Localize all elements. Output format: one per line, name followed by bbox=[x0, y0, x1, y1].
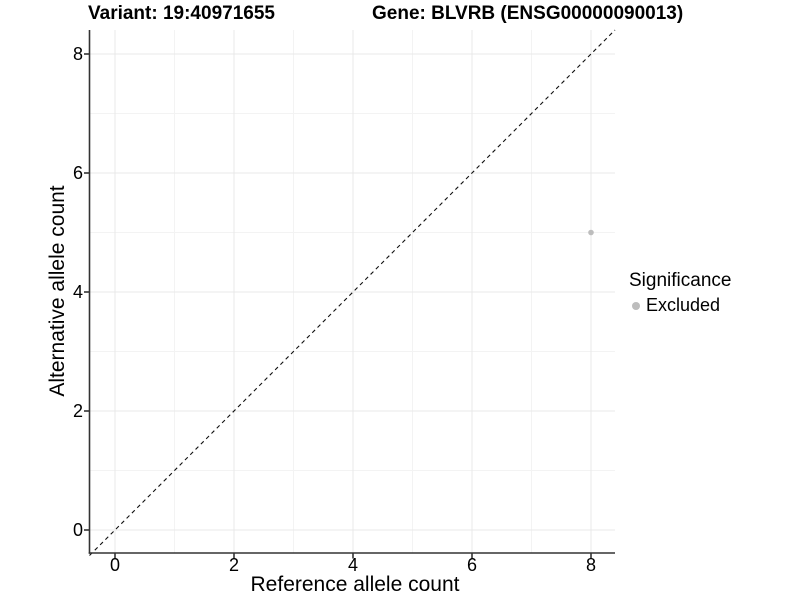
x-axis-title: Reference allele count bbox=[250, 573, 460, 596]
data-point bbox=[588, 229, 594, 236]
x-tick-label: 4 bbox=[347, 555, 358, 575]
legend-title: Significance bbox=[629, 270, 732, 291]
y-tick-label: 4 bbox=[72, 282, 83, 302]
x-tick-label: 2 bbox=[228, 555, 239, 575]
legend: Significance Excluded bbox=[629, 269, 731, 316]
y-axis-title: Alternative allele count bbox=[46, 185, 69, 397]
y-tick-label: 8 bbox=[72, 44, 83, 64]
y-tick-label: 0 bbox=[72, 520, 83, 540]
legend-point-icon bbox=[632, 301, 640, 310]
variant-title: Variant: 19:40971655 bbox=[88, 3, 275, 24]
gene-title: Gene: BLVRB (ENSG00000090013) bbox=[372, 3, 684, 24]
x-tick-label: 8 bbox=[585, 555, 596, 575]
y-tick-label: 2 bbox=[72, 401, 83, 421]
legend-item-label: Excluded bbox=[646, 295, 721, 315]
x-tick-label: 6 bbox=[466, 555, 477, 575]
y-tick-label: 6 bbox=[72, 163, 83, 183]
legend-item-excluded: Excluded bbox=[629, 295, 731, 316]
x-tick-label: 0 bbox=[109, 555, 120, 575]
